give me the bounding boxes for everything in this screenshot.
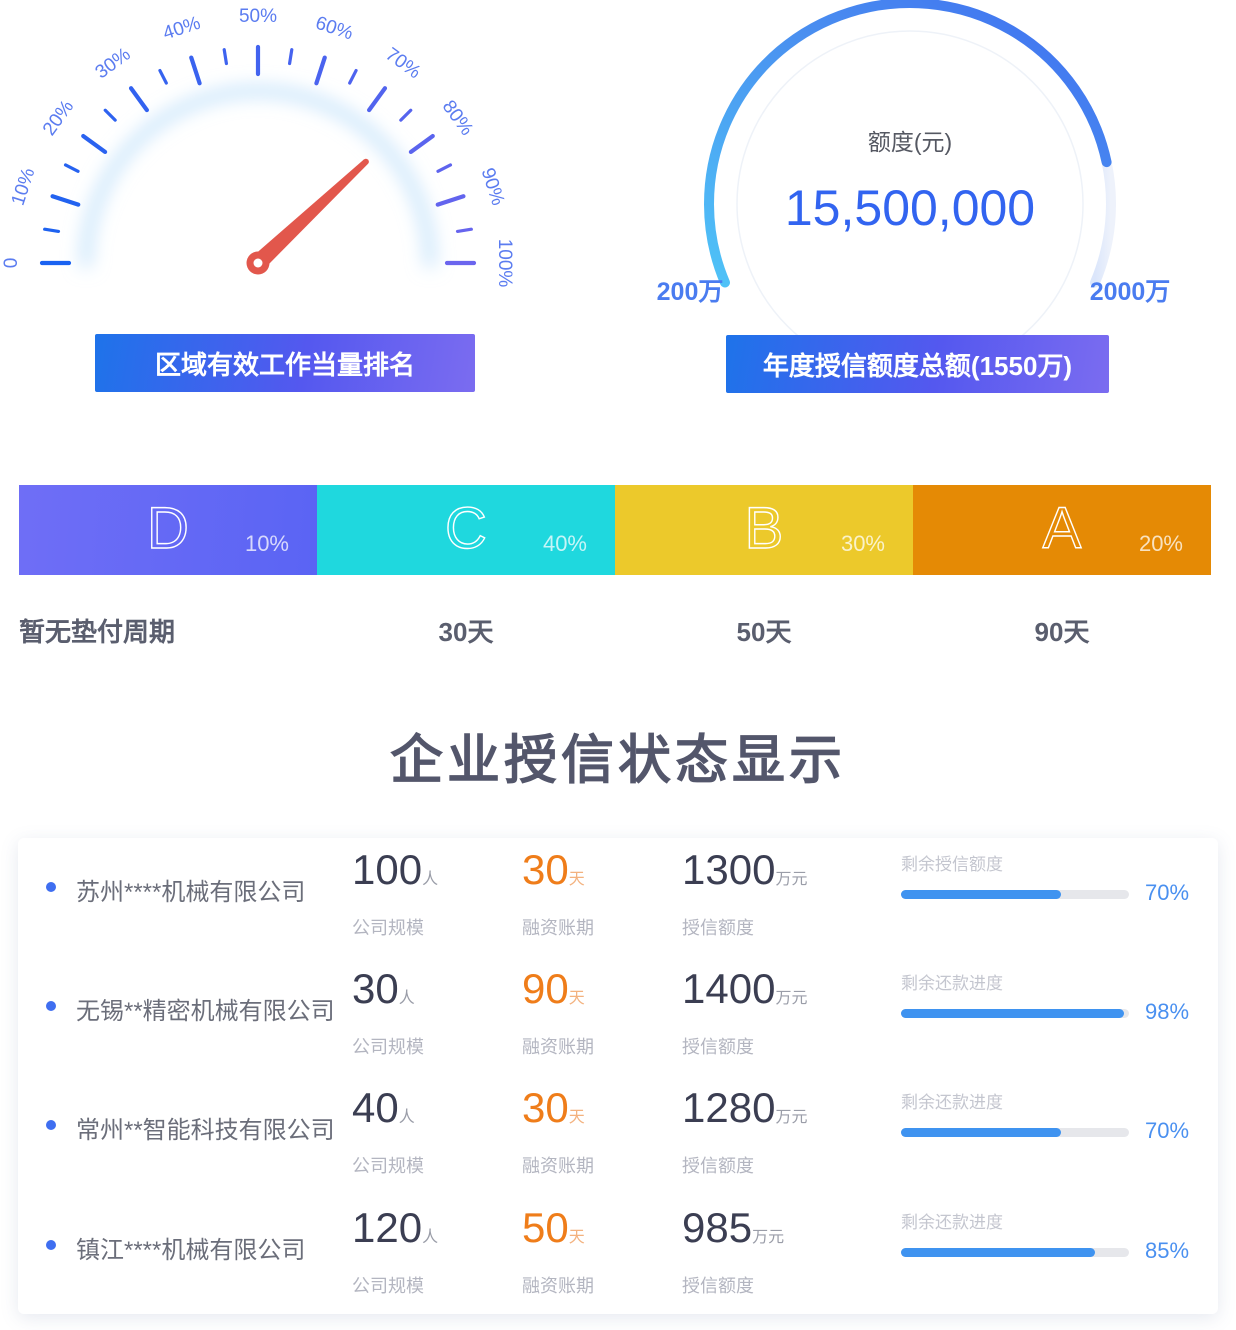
svg-text:80%: 80% xyxy=(438,97,477,140)
svg-text:0: 0 xyxy=(1,258,22,269)
svg-text:15,500,000: 15,500,000 xyxy=(785,180,1035,236)
svg-text:50%: 50% xyxy=(239,6,277,27)
svg-text:70%: 70% xyxy=(381,44,424,83)
svg-text:10%: 10% xyxy=(8,165,40,208)
svg-text:200万: 200万 xyxy=(657,278,724,306)
svg-text:20%: 20% xyxy=(39,96,78,139)
svg-text:2000万: 2000万 xyxy=(1090,278,1171,306)
svg-text:40%: 40% xyxy=(161,13,204,45)
svg-text:100%: 100% xyxy=(494,239,515,288)
svg-text:额度(元): 额度(元) xyxy=(868,129,952,155)
svg-text:30%: 30% xyxy=(92,44,135,83)
svg-text:60%: 60% xyxy=(313,13,356,45)
svg-text:90%: 90% xyxy=(477,166,509,209)
